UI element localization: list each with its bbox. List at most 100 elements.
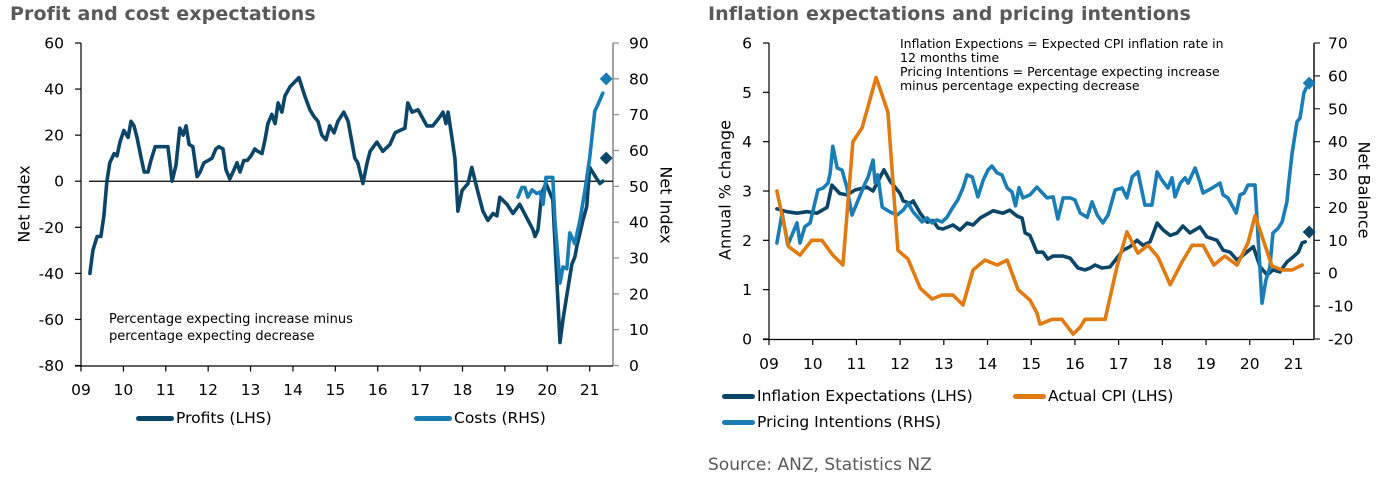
annotation-line: 12 months time [900, 50, 1000, 65]
y-tick-label-left: 6 [742, 35, 752, 53]
x-tick-label: 16 [1065, 355, 1085, 373]
y-tick-label-right: 10 [629, 321, 649, 339]
series-line-actual-cpi [775, 75, 1304, 336]
y-tick-label-right: 0 [629, 357, 639, 375]
x-tick-label: 09 [71, 381, 91, 399]
y-tick-label-left: 0 [54, 173, 64, 191]
y-axis-title-right-chart-rhs: Net Balance [1354, 141, 1374, 239]
legend-item-profits: Profits (LHS) [136, 409, 272, 427]
x-tick-label: 20 [537, 381, 557, 399]
y-tick-label-left: -60 [39, 311, 64, 329]
y-tick-label-right: 20 [629, 285, 649, 303]
y-tick-label-right: 70 [629, 106, 649, 124]
x-tick-label: 12 [890, 355, 910, 373]
x-tick-label: 20 [1240, 355, 1260, 373]
x-tick-label: 13 [241, 381, 261, 399]
y-tick-label-left: 20 [44, 127, 64, 145]
y-tick-label-right: 40 [629, 214, 649, 232]
y-tick-label-left: 60 [44, 35, 64, 53]
y-tick-label-right: 50 [1328, 100, 1348, 118]
x-tick-label: 11 [847, 355, 867, 373]
y-tick-label-right: 80 [629, 70, 649, 88]
y-tick-label-right: 0 [1328, 265, 1338, 283]
legend-label-pricing-intentions: Pricing Intentions (RHS) [757, 413, 942, 431]
x-tick-label: 14 [283, 381, 303, 399]
latest-marker-profits [599, 151, 613, 165]
y-tick-label-right: 60 [629, 142, 649, 160]
annotation-line: Percentage expecting increase minus [109, 312, 353, 327]
y-axis-title-right-chart-lhs: Annual % change [715, 120, 735, 260]
y-tick-label-right: 20 [1328, 199, 1348, 217]
x-tick-label: 13 [934, 355, 954, 373]
legend-swatch-costs [414, 415, 452, 421]
y-axis-title-left-chart-lhs: Net Index [14, 165, 34, 243]
x-tick-label: 16 [368, 381, 388, 399]
x-tick-label: 12 [198, 381, 218, 399]
series-line-profits [88, 75, 605, 345]
x-tick-label: 10 [114, 381, 134, 399]
y-tick-label-right: 90 [629, 35, 649, 53]
legend-item-inflation-expectations: Inflation Expectations (LHS) [722, 387, 973, 405]
legend-swatch-inflation-expectations [722, 393, 755, 399]
y-tick-label-right: 60 [1328, 67, 1348, 85]
y-axis-title-left-chart-rhs: Net Index [656, 166, 676, 244]
y-tick-label-left: 0 [742, 331, 752, 349]
legend-swatch-actual-cpi [1013, 393, 1046, 399]
y-tick-label-left: -20 [39, 219, 64, 237]
x-tick-label: 14 [978, 355, 998, 373]
series-line-inflation-expectations [775, 168, 1308, 277]
y-tick-label-left: -40 [39, 265, 64, 283]
x-tick-label: 18 [1152, 355, 1172, 373]
y-tick-label-left: 1 [742, 281, 752, 299]
x-tick-label: 15 [1021, 355, 1041, 373]
annotation-profit-cost: Percentage expecting increase minus perc… [109, 311, 353, 345]
legend-item-pricing-intentions: Pricing Intentions (RHS) [722, 413, 941, 431]
legend-item-costs: Costs (RHS) [414, 409, 546, 427]
x-tick-label: 21 [1284, 355, 1304, 373]
x-tick-label: 18 [453, 381, 473, 399]
y-tick-label-left: -80 [39, 357, 64, 375]
series-line-costs [516, 91, 605, 285]
y-tick-label-right: -20 [1328, 331, 1353, 349]
latest-marker-pricing-intentions [1302, 76, 1316, 90]
series-line-pricing-intentions [775, 86, 1308, 306]
x-tick-label: 21 [580, 381, 600, 399]
legend-label-profits: Profits (LHS) [176, 409, 272, 427]
x-tick-label: 09 [759, 355, 779, 373]
y-tick-label-right: 10 [1328, 232, 1348, 250]
annotation-inflation-pricing: Inflation Expections = Expected CPI infl… [900, 37, 1224, 93]
latest-marker-costs [599, 72, 613, 86]
x-tick-label: 11 [156, 381, 176, 399]
y-tick-label-right: 30 [629, 250, 649, 268]
y-tick-label-right: 50 [629, 178, 649, 196]
x-tick-label: 17 [410, 381, 430, 399]
y-tick-label-right: 70 [1328, 35, 1348, 53]
y-tick-label-right: -10 [1328, 298, 1353, 316]
latest-marker-inflation-expectations [1302, 225, 1316, 239]
annotation-line: Pricing Intentions = Percentage expectin… [900, 64, 1220, 79]
annotation-line: percentage expecting decrease [109, 329, 315, 344]
legend-swatch-pricing-intentions [722, 419, 755, 425]
x-tick-label: 17 [1109, 355, 1129, 373]
legend-swatch-profits [136, 415, 174, 421]
y-tick-label-left: 5 [742, 84, 752, 102]
legend-label-inflation-expectations: Inflation Expectations (LHS) [757, 387, 973, 405]
source-note: Source: ANZ, Statistics NZ [708, 455, 932, 475]
annotation-line: minus percentage expecting decrease [900, 78, 1140, 93]
legend-label-actual-cpi: Actual CPI (LHS) [1048, 387, 1174, 405]
x-tick-label: 19 [1196, 355, 1216, 373]
y-tick-label-left: 4 [742, 133, 752, 151]
x-tick-label: 19 [495, 381, 515, 399]
y-tick-label-right: 30 [1328, 166, 1348, 184]
x-tick-label: 15 [325, 381, 345, 399]
annotation-line: Inflation Expections = Expected CPI infl… [900, 36, 1224, 51]
y-tick-label-left: 3 [742, 183, 752, 201]
legend-label-costs: Costs (RHS) [454, 409, 546, 427]
y-tick-label-left: 2 [742, 232, 752, 250]
y-tick-label-right: 40 [1328, 133, 1348, 151]
legend-item-actual-cpi: Actual CPI (LHS) [1013, 387, 1173, 405]
y-tick-label-left: 40 [44, 81, 64, 99]
chart-title-profit-cost: Profit and cost expectations [10, 3, 316, 25]
x-tick-label: 10 [803, 355, 823, 373]
